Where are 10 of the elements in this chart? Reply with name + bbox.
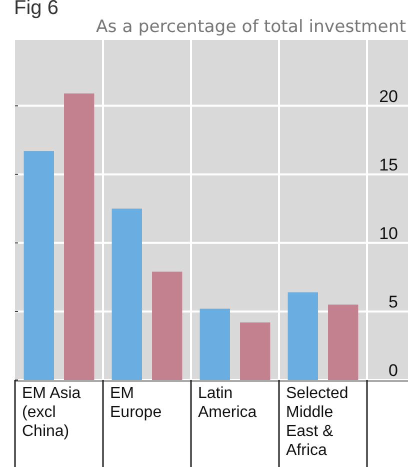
y-tick-label: 10 xyxy=(379,224,398,243)
x-tick-label: EM Europe xyxy=(110,385,162,421)
y-tick-label: 20 xyxy=(379,86,398,106)
y-tick-label: 0 xyxy=(388,361,398,380)
x-tick-label: Latin America xyxy=(198,385,257,421)
y-tick-label: 5 xyxy=(388,292,398,312)
chart-subtitle: As a percentage of total investment xyxy=(96,17,406,37)
x-tick-label: Selected Middle East & Africa xyxy=(286,385,348,459)
x-tick-label: EM Asia (excl China) xyxy=(22,385,81,440)
y-tick-label: 15 xyxy=(379,155,398,174)
